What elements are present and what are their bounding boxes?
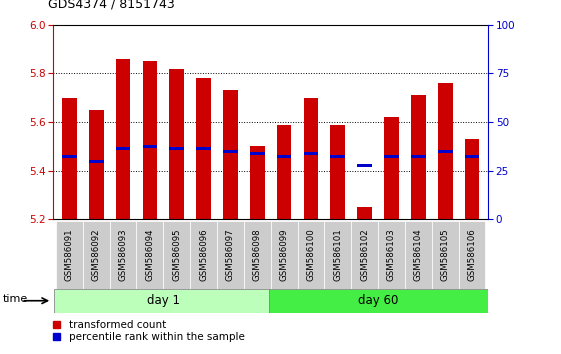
Bar bbox=[109, 221, 136, 289]
Bar bbox=[432, 221, 458, 289]
Bar bbox=[330, 125, 345, 219]
Text: GSM586096: GSM586096 bbox=[199, 229, 208, 281]
Bar bbox=[89, 160, 104, 162]
Bar bbox=[411, 155, 426, 158]
Bar bbox=[136, 221, 163, 289]
Text: day 1: day 1 bbox=[147, 295, 180, 307]
Bar bbox=[217, 221, 244, 289]
Bar bbox=[62, 155, 77, 158]
Text: GSM586104: GSM586104 bbox=[414, 228, 423, 281]
Bar bbox=[169, 148, 184, 150]
Bar bbox=[277, 155, 292, 158]
Bar bbox=[89, 110, 104, 219]
Bar bbox=[54, 289, 269, 313]
Text: GSM586095: GSM586095 bbox=[172, 229, 181, 281]
Bar bbox=[223, 91, 238, 219]
Bar bbox=[62, 98, 77, 219]
Text: GSM586105: GSM586105 bbox=[440, 228, 449, 281]
Bar bbox=[163, 221, 190, 289]
Bar bbox=[169, 69, 184, 219]
Text: GSM586103: GSM586103 bbox=[387, 228, 396, 281]
Bar bbox=[83, 221, 109, 289]
Text: GSM586092: GSM586092 bbox=[92, 229, 101, 281]
Text: GSM586097: GSM586097 bbox=[226, 229, 235, 281]
Text: GSM586099: GSM586099 bbox=[279, 229, 288, 281]
Bar bbox=[269, 289, 488, 313]
Bar bbox=[244, 221, 270, 289]
Text: GSM586106: GSM586106 bbox=[467, 228, 476, 281]
Bar bbox=[405, 221, 432, 289]
Bar bbox=[351, 221, 378, 289]
Bar bbox=[411, 95, 426, 219]
Text: GSM586091: GSM586091 bbox=[65, 229, 74, 281]
Bar bbox=[116, 148, 131, 150]
Bar bbox=[438, 83, 453, 219]
Bar bbox=[223, 150, 238, 153]
Bar bbox=[196, 148, 211, 150]
Text: GSM586100: GSM586100 bbox=[306, 228, 315, 281]
Bar bbox=[465, 155, 479, 158]
Bar bbox=[277, 125, 292, 219]
Bar bbox=[378, 221, 405, 289]
Bar bbox=[438, 150, 453, 153]
Bar bbox=[458, 221, 485, 289]
Text: GSM586094: GSM586094 bbox=[145, 229, 154, 281]
Text: GSM586101: GSM586101 bbox=[333, 228, 342, 281]
Bar bbox=[142, 145, 157, 148]
Text: GSM586102: GSM586102 bbox=[360, 228, 369, 281]
Bar bbox=[270, 221, 297, 289]
Bar bbox=[357, 165, 372, 167]
Bar bbox=[304, 98, 318, 219]
Bar bbox=[142, 61, 157, 219]
Text: day 60: day 60 bbox=[358, 295, 398, 307]
Text: GSM586098: GSM586098 bbox=[253, 229, 262, 281]
Bar bbox=[304, 152, 318, 155]
Bar bbox=[330, 155, 345, 158]
Bar bbox=[384, 117, 399, 219]
Bar bbox=[196, 78, 211, 219]
Bar bbox=[190, 221, 217, 289]
Bar bbox=[250, 152, 265, 155]
Bar bbox=[56, 221, 83, 289]
Bar bbox=[465, 139, 479, 219]
Text: GDS4374 / 8151743: GDS4374 / 8151743 bbox=[48, 0, 174, 11]
Bar bbox=[324, 221, 351, 289]
Bar bbox=[116, 59, 131, 219]
Text: time: time bbox=[3, 294, 28, 304]
Text: GSM586093: GSM586093 bbox=[118, 229, 127, 281]
Bar bbox=[297, 221, 324, 289]
Bar bbox=[250, 147, 265, 219]
Bar bbox=[357, 207, 372, 219]
Bar bbox=[384, 155, 399, 158]
Legend: transformed count, percentile rank within the sample: transformed count, percentile rank withi… bbox=[53, 320, 245, 342]
